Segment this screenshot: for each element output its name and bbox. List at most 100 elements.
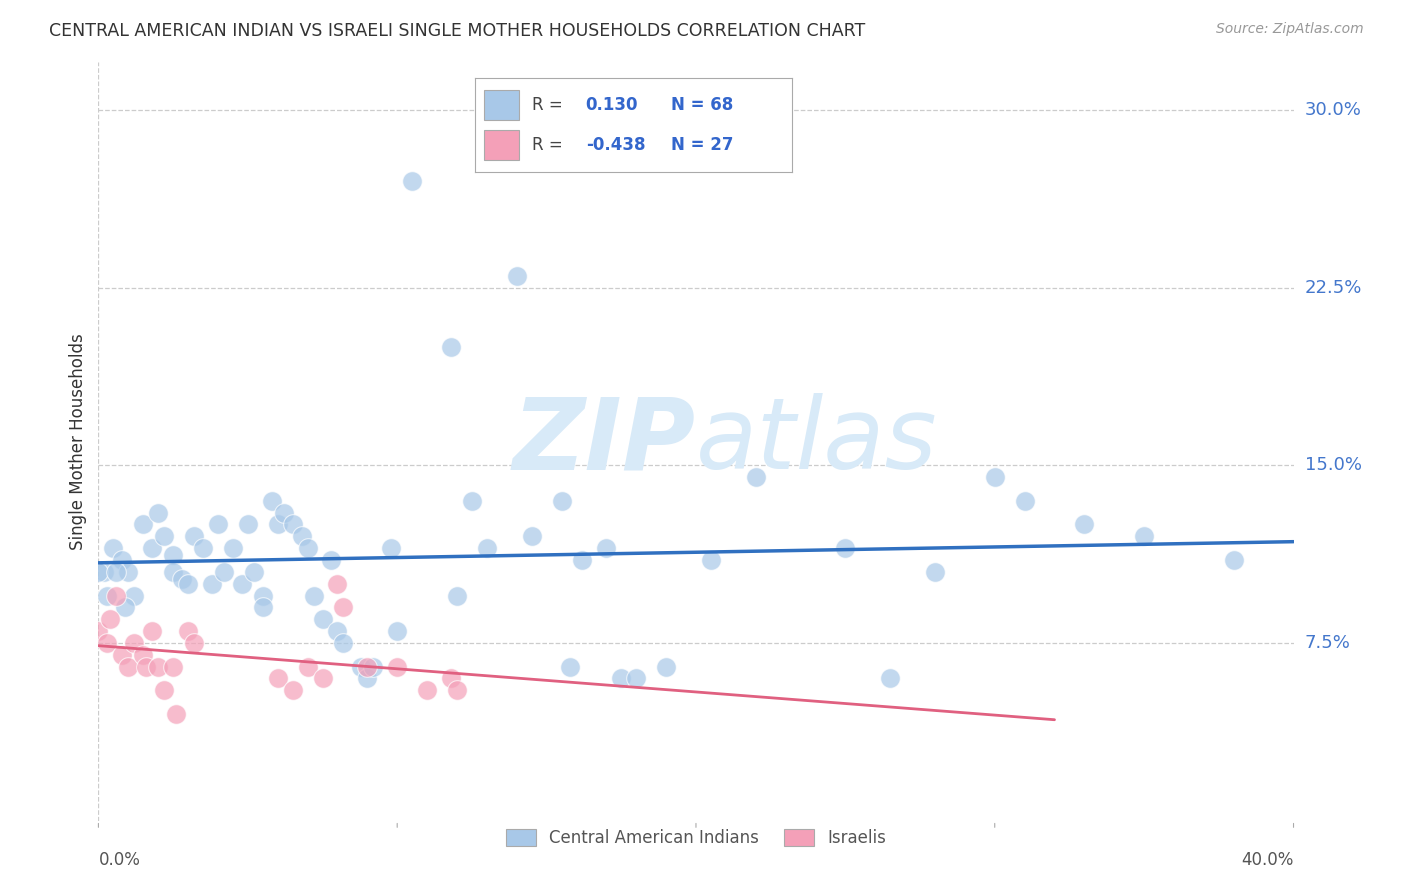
Point: [1133, 529, 1156, 543]
Text: CENTRAL AMERICAN INDIAN VS ISRAELI SINGLE MOTHER HOUSEHOLDS CORRELATION CHART: CENTRAL AMERICAN INDIAN VS ISRAELI SINGL…: [49, 22, 866, 40]
Point: [153, 529, 176, 543]
Point: [1073, 517, 1095, 532]
Point: [243, 565, 266, 579]
Text: 40.0%: 40.0%: [1241, 851, 1294, 869]
Point: [114, 600, 136, 615]
Point: [350, 659, 373, 673]
Text: ZIP: ZIP: [513, 393, 696, 490]
Point: [475, 541, 498, 556]
Point: [124, 636, 146, 650]
Point: [183, 529, 205, 543]
Point: [172, 572, 194, 586]
Point: [655, 659, 678, 673]
Text: Source: ZipAtlas.com: Source: ZipAtlas.com: [1216, 22, 1364, 37]
Point: [93, 565, 115, 579]
Point: [385, 659, 409, 673]
Point: [87, 565, 110, 579]
Point: [302, 589, 325, 603]
Point: [252, 600, 274, 615]
Point: [984, 470, 1007, 484]
Point: [595, 541, 617, 556]
Point: [700, 553, 723, 567]
Point: [924, 565, 946, 579]
Point: [356, 672, 378, 686]
Point: [162, 548, 184, 563]
Point: [879, 672, 901, 686]
Point: [273, 506, 295, 520]
Y-axis label: Single Mother Households: Single Mother Households: [69, 334, 87, 549]
Text: 22.5%: 22.5%: [1305, 278, 1362, 296]
Point: [201, 576, 224, 591]
Point: [446, 589, 468, 603]
Point: [111, 648, 134, 662]
Point: [162, 659, 184, 673]
Point: [363, 659, 385, 673]
Point: [124, 589, 146, 603]
Point: [183, 636, 205, 650]
Text: 30.0%: 30.0%: [1305, 101, 1361, 119]
Text: atlas: atlas: [696, 393, 938, 490]
Point: [416, 683, 439, 698]
Point: [506, 268, 529, 283]
Point: [281, 683, 304, 698]
Point: [332, 600, 354, 615]
Point: [267, 517, 290, 532]
Point: [207, 517, 229, 532]
Point: [105, 565, 128, 579]
Point: [550, 493, 572, 508]
Point: [297, 659, 319, 673]
Point: [311, 612, 333, 626]
Point: [132, 648, 155, 662]
Legend: Central American Indians, Israelis: Central American Indians, Israelis: [499, 822, 893, 854]
Point: [98, 612, 122, 626]
Point: [231, 576, 253, 591]
Point: [162, 565, 184, 579]
Point: [385, 624, 409, 639]
Point: [141, 541, 163, 556]
Point: [212, 565, 235, 579]
Point: [1014, 493, 1036, 508]
Point: [461, 493, 484, 508]
Text: 0.0%: 0.0%: [98, 851, 141, 869]
Point: [297, 541, 319, 556]
Point: [834, 541, 856, 556]
Point: [117, 659, 139, 673]
Point: [153, 683, 176, 698]
Point: [626, 672, 648, 686]
Point: [446, 683, 468, 698]
Point: [132, 517, 155, 532]
Point: [267, 672, 290, 686]
Point: [332, 636, 354, 650]
Point: [103, 541, 125, 556]
Point: [177, 576, 200, 591]
Point: [87, 624, 110, 639]
Point: [440, 340, 463, 354]
Point: [96, 636, 118, 650]
Point: [745, 470, 768, 484]
Point: [610, 672, 633, 686]
Point: [326, 624, 349, 639]
Point: [165, 706, 187, 721]
Point: [260, 493, 283, 508]
Point: [191, 541, 214, 556]
Point: [311, 672, 333, 686]
Point: [252, 589, 274, 603]
Point: [177, 624, 200, 639]
Point: [321, 553, 343, 567]
Point: [291, 529, 314, 543]
Point: [520, 529, 543, 543]
Point: [148, 659, 170, 673]
Point: [117, 565, 139, 579]
Point: [401, 174, 423, 188]
Point: [1223, 553, 1246, 567]
Point: [135, 659, 157, 673]
Point: [281, 517, 304, 532]
Point: [440, 672, 463, 686]
Point: [326, 576, 349, 591]
Point: [148, 506, 170, 520]
Point: [222, 541, 245, 556]
Point: [141, 624, 163, 639]
Point: [571, 553, 593, 567]
Point: [356, 659, 378, 673]
Point: [96, 589, 118, 603]
